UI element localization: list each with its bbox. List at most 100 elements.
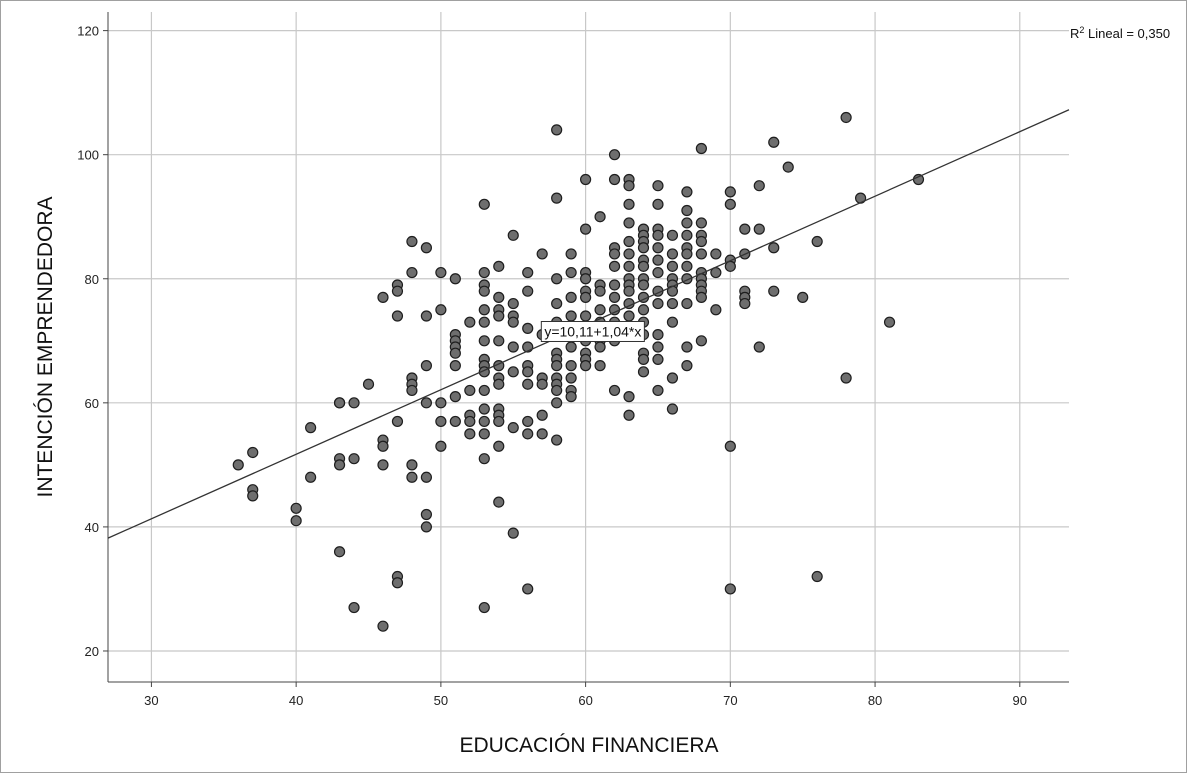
data-point xyxy=(637,260,650,272)
data-point xyxy=(406,266,418,279)
equation-label: y=10,11+1,04*x xyxy=(540,320,645,342)
data-point xyxy=(840,111,852,124)
data-point xyxy=(478,304,490,316)
data-point xyxy=(420,471,433,483)
data-point xyxy=(565,360,577,372)
data-point xyxy=(536,409,548,421)
data-point xyxy=(580,360,592,372)
data-point xyxy=(536,428,548,440)
data-point xyxy=(724,198,736,210)
data-point xyxy=(594,304,606,316)
data-point xyxy=(391,415,404,428)
data-point xyxy=(478,384,490,397)
data-point xyxy=(753,180,765,192)
data-point xyxy=(652,341,664,353)
x-tick-label: 50 xyxy=(434,693,448,708)
data-point xyxy=(666,260,679,272)
data-point xyxy=(724,186,736,198)
data-point xyxy=(551,434,563,446)
data-point xyxy=(681,229,693,241)
x-tick-label: 60 xyxy=(578,693,592,708)
data-point xyxy=(753,223,765,235)
data-point xyxy=(623,198,635,210)
data-point xyxy=(652,353,664,366)
data-point xyxy=(333,546,346,558)
data-point xyxy=(681,297,693,310)
data-point xyxy=(608,291,621,303)
data-point xyxy=(695,335,707,347)
data-point xyxy=(666,316,679,328)
data-point xyxy=(681,360,693,372)
x-axis-title: EDUCACIÓN FINANCIERA xyxy=(459,734,718,757)
x-tick-label: 90 xyxy=(1013,693,1027,708)
data-point xyxy=(695,248,707,260)
data-point xyxy=(652,180,664,192)
data-point xyxy=(652,297,664,310)
data-point xyxy=(348,397,360,409)
data-point xyxy=(811,570,823,583)
data-point xyxy=(710,304,722,316)
data-point xyxy=(565,291,577,303)
y-axis-title: INTENCIÓN EMPRENDEDORA xyxy=(34,196,57,497)
data-point xyxy=(420,360,433,372)
data-point xyxy=(652,384,664,397)
data-point xyxy=(420,397,433,409)
data-point xyxy=(695,217,707,229)
data-point xyxy=(507,297,519,310)
data-point xyxy=(565,341,577,353)
data-point xyxy=(478,415,490,428)
data-point xyxy=(406,459,418,471)
data-point xyxy=(493,335,505,347)
data-point xyxy=(580,310,592,322)
data-point xyxy=(565,372,577,384)
data-point xyxy=(464,384,476,397)
data-point xyxy=(551,124,563,136)
data-point xyxy=(435,397,447,409)
data-point xyxy=(449,347,461,359)
data-point xyxy=(768,136,780,148)
data-point xyxy=(608,384,621,397)
data-point xyxy=(551,360,563,372)
y-tick-label: 20 xyxy=(85,644,99,659)
r-squared-value: Lineal = 0,350 xyxy=(1084,26,1170,41)
data-point xyxy=(811,235,823,248)
data-point xyxy=(739,297,751,310)
data-point xyxy=(580,273,592,285)
data-point xyxy=(464,415,476,428)
x-tick-label: 80 xyxy=(868,693,882,708)
data-point xyxy=(522,366,534,378)
data-point xyxy=(522,583,534,595)
data-point xyxy=(493,440,505,452)
data-point xyxy=(551,273,563,285)
data-point xyxy=(551,297,563,310)
data-point xyxy=(565,310,577,322)
data-point xyxy=(637,353,650,366)
data-point xyxy=(478,266,490,279)
data-point xyxy=(420,508,433,521)
data-point xyxy=(478,453,490,465)
data-point xyxy=(637,242,650,254)
data-point xyxy=(348,453,360,465)
data-point xyxy=(435,440,447,452)
data-point xyxy=(522,322,534,334)
data-point xyxy=(681,186,693,198)
data-point xyxy=(305,471,317,483)
data-point xyxy=(840,372,852,384)
data-point xyxy=(912,173,925,186)
data-point xyxy=(464,428,476,440)
data-point xyxy=(666,372,679,384)
x-tick-label: 40 xyxy=(289,693,303,708)
data-point xyxy=(637,279,650,291)
y-tick-label: 120 xyxy=(77,24,99,39)
data-point xyxy=(724,583,736,595)
data-point xyxy=(565,266,577,279)
data-point xyxy=(420,310,433,322)
data-point xyxy=(333,397,346,409)
data-point xyxy=(435,415,447,428)
data-point xyxy=(623,180,635,192)
r-squared-label: R2 Lineal = 0,350 xyxy=(1070,25,1170,41)
data-point xyxy=(666,403,679,415)
data-point xyxy=(449,415,461,428)
data-point xyxy=(493,378,505,390)
